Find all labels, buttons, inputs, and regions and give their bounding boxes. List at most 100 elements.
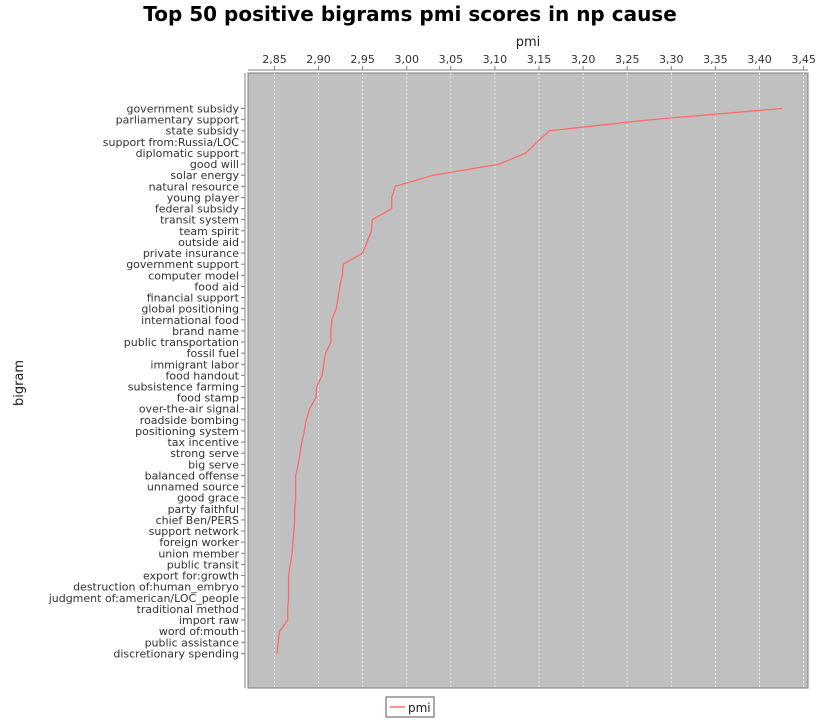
data-point xyxy=(315,397,317,399)
data-point xyxy=(342,263,344,265)
data-point xyxy=(316,385,318,388)
y-tick-label: good will xyxy=(190,158,239,171)
y-tick-label: discretionary spending xyxy=(113,647,239,660)
plot-background xyxy=(247,72,809,689)
y-tick-label: public transportation xyxy=(124,336,239,349)
y-tick-label: government support xyxy=(126,258,239,271)
y-tick-label: roadside bombing xyxy=(140,414,239,427)
data-point xyxy=(297,463,299,465)
data-point xyxy=(291,552,293,554)
y-tick-label: strong serve xyxy=(170,447,239,460)
data-point xyxy=(549,130,551,132)
data-point xyxy=(391,207,393,210)
data-point xyxy=(432,174,434,176)
y-tick-label: fossil fuel xyxy=(187,347,239,360)
data-point xyxy=(366,241,368,243)
data-point xyxy=(331,319,333,321)
data-point xyxy=(337,296,339,299)
y-tick-label: over-the-air signal xyxy=(139,403,239,416)
y-tick-label: chief Ben/PERS xyxy=(156,514,239,527)
x-axis-ticks: 2,85 2,90 2,95 3,00 3,05 3,10 3,15 3,20 3,25 3,30… xyxy=(248,53,816,71)
y-tick-label: food handout xyxy=(166,369,240,382)
x-tick-label: 3,40 xyxy=(747,53,772,66)
y-tick-label: positioning system xyxy=(135,425,239,438)
y-tick-label: good grace xyxy=(177,492,239,505)
data-point xyxy=(301,441,303,443)
data-point xyxy=(371,219,373,221)
data-point xyxy=(325,352,327,354)
y-tick-label: diplomatic support xyxy=(136,147,240,160)
y-tick-label: word of:mouth xyxy=(159,625,239,638)
chart-title: Top 50 positive bigrams pmi scores in np… xyxy=(143,2,677,26)
x-tick-label: 3,15 xyxy=(527,53,552,66)
y-tick-label: union member xyxy=(158,547,239,560)
data-point xyxy=(339,285,341,288)
y-tick-label: export for:growth xyxy=(143,570,239,583)
data-point xyxy=(323,363,325,365)
y-tick-label: solar energy xyxy=(170,169,239,182)
data-point xyxy=(295,497,297,499)
data-point xyxy=(370,230,373,232)
y-tick-label: judgment of:american/LOC_people xyxy=(48,592,240,605)
y-tick-label: federal subsidy xyxy=(155,203,240,216)
x-axis-label: pmi xyxy=(516,35,541,50)
data-point xyxy=(305,419,307,421)
data-point xyxy=(295,485,297,488)
data-point xyxy=(299,452,301,454)
x-tick-label: 3,05 xyxy=(439,53,464,66)
y-tick-label: international food xyxy=(141,314,239,327)
data-point xyxy=(287,574,290,577)
y-tick-label: immigrant labor xyxy=(150,358,239,371)
y-tick-label: traditional method xyxy=(137,603,239,616)
x-tick-label: 3,30 xyxy=(659,53,684,66)
x-tick-label: 3,20 xyxy=(571,53,596,66)
legend-box xyxy=(385,696,435,718)
y-tick-label: tax incentive xyxy=(167,436,239,449)
y-tick-label: public assistance xyxy=(145,636,240,649)
y-tick-label: private insurance xyxy=(143,247,239,260)
x-tick-label: 2,90 xyxy=(306,53,331,66)
y-tick-label: support from:Russia/LOC xyxy=(103,136,240,149)
x-tick-label: 3,10 xyxy=(483,53,508,66)
data-point xyxy=(287,608,289,610)
data-point xyxy=(391,196,393,199)
data-point xyxy=(287,619,289,621)
data-point xyxy=(277,641,279,643)
y-tick-label: unnamed source xyxy=(147,481,239,494)
data-point xyxy=(289,563,291,566)
y-tick-label: balanced offense xyxy=(145,469,240,482)
y-tick-label: food aid xyxy=(194,280,239,293)
data-point xyxy=(276,652,278,654)
y-tick-label: party faithful xyxy=(168,503,239,516)
y-axis-label: bigram xyxy=(12,360,27,406)
y-tick-label: subsistence farming xyxy=(128,381,239,394)
data-point xyxy=(303,430,306,432)
data-point xyxy=(279,630,281,632)
data-point xyxy=(293,530,295,532)
y-tick-label: team spirit xyxy=(179,225,239,238)
y-tick-label: parliamentary support xyxy=(116,114,240,127)
data-point xyxy=(536,141,538,143)
data-point xyxy=(335,308,337,310)
y-tick-label: food stamp xyxy=(177,392,239,405)
data-point xyxy=(295,474,297,477)
y-tick-label: computer model xyxy=(148,269,239,282)
x-tick-label: 3,45 xyxy=(791,53,816,66)
data-point xyxy=(321,374,323,376)
y-tick-label: public transit xyxy=(167,558,240,571)
data-point xyxy=(780,107,783,110)
data-point xyxy=(330,341,332,343)
y-tick-label: outside aid xyxy=(178,236,239,249)
y-tick-label: young player xyxy=(167,191,240,204)
y-tick-label: destruction of:human_embryo xyxy=(73,581,239,594)
data-point xyxy=(394,185,396,187)
y-tick-label: global positioning xyxy=(141,303,239,316)
x-tick-label: 2,95 xyxy=(350,53,375,66)
data-point xyxy=(294,519,296,521)
data-point xyxy=(294,508,296,510)
y-tick-label: state subsidy xyxy=(166,125,240,138)
series-layer xyxy=(276,107,783,654)
